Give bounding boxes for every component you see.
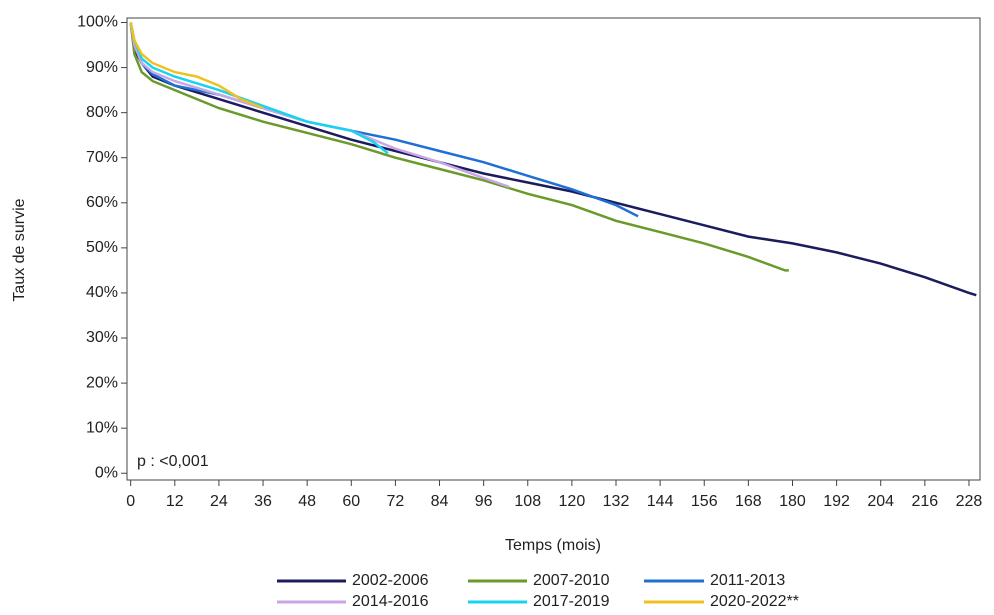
x-tick-label: 144 [647,493,674,510]
x-tick-label: 24 [210,493,228,510]
survival-line [129,22,639,218]
x-tick-label: 84 [431,493,449,510]
x-tick-label: 108 [514,493,541,510]
y-tick-label: 30% [86,329,118,346]
x-tick-label: 0 [126,493,135,510]
x-tick-label: 168 [735,493,762,510]
x-tick-label: 60 [342,493,360,510]
y-tick-label: 80% [86,104,118,121]
x-tick-label: 204 [867,493,894,510]
y-tick-label: 90% [86,59,118,76]
survival-line [129,22,389,155]
y-tick-label: 100% [77,14,118,31]
legend-label: 2011-2013 [710,572,785,589]
legend-label: 2007-2010 [533,572,610,589]
legend-label: 2017-2019 [533,593,610,610]
x-axis-label: Temps (mois) [505,537,601,554]
plot-frame [126,17,981,481]
survival-line [129,22,977,297]
x-tick-label: 216 [911,493,938,510]
survival-line [129,22,789,272]
survival-line [129,22,264,110]
y-tick-label: 10% [86,419,118,436]
x-tick-label: 192 [823,493,850,510]
x-tick-label: 132 [603,493,630,510]
x-tick-label: 228 [956,493,983,510]
y-tick-label: 60% [86,194,118,211]
y-tick-label: 50% [86,239,118,256]
x-tick-label: 120 [559,493,586,510]
annotation: p : <0,001 [137,453,209,470]
y-axis-label: Taux de survie [11,198,28,301]
x-tick-label: 48 [298,493,316,510]
x-tick-label: 156 [691,493,718,510]
legend-label: 2002-2006 [352,572,429,589]
y-tick-label: 20% [86,374,118,391]
legend-label: 2020-2022** [710,593,799,610]
legend-label: 2014-2016 [352,593,429,610]
x-tick-label: 180 [779,493,806,510]
x-tick-label: 72 [387,493,405,510]
y-tick-label: 40% [86,284,118,301]
survival-line [129,22,510,189]
y-tick-label: 0% [95,464,118,481]
x-tick-label: 96 [475,493,493,510]
x-tick-label: 12 [166,493,184,510]
y-tick-label: 70% [86,149,118,166]
x-tick-label: 36 [254,493,272,510]
